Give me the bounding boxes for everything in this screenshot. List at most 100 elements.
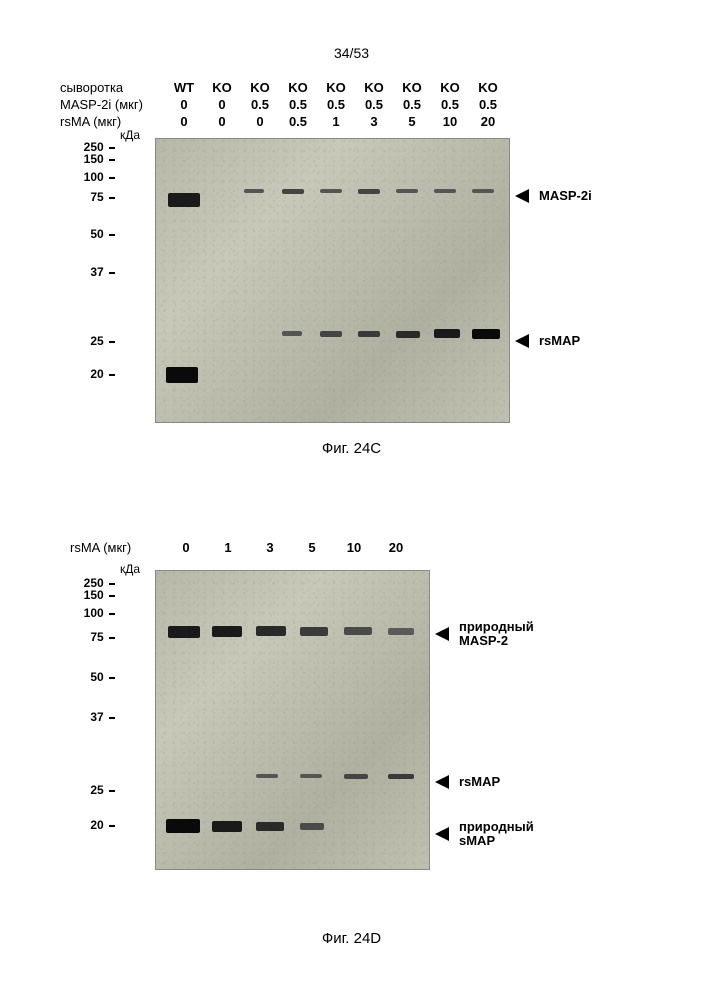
gel-band <box>344 627 372 635</box>
header-value: 0.5 <box>355 97 393 112</box>
gel-image-c <box>155 138 510 423</box>
header-value: 0 <box>165 97 203 112</box>
gel-band <box>320 331 342 337</box>
mw-marker: 150 <box>84 588 115 602</box>
gel-band <box>256 822 284 831</box>
band-arrow-label: rsMAP <box>435 775 500 789</box>
mw-marker: 50 <box>90 227 115 241</box>
gel-band <box>256 626 286 636</box>
header-value: 5 <box>291 540 333 555</box>
header-value: KO <box>393 80 431 95</box>
figure-24d-caption: Фиг. 24D <box>322 930 381 947</box>
gel-band <box>396 189 418 193</box>
header-value: 20 <box>375 540 417 555</box>
header-value: KO <box>203 80 241 95</box>
header-value: KO <box>279 80 317 95</box>
mw-marker: 20 <box>90 367 115 381</box>
header-value: KO <box>317 80 355 95</box>
panel-d-headers: rsMA (мкг)01351020 <box>70 540 417 555</box>
panel-c-headers: сывороткаWTKOKOKOKOKOKOKOKOMASP-2i (мкг)… <box>60 80 507 131</box>
gel-band <box>166 367 198 383</box>
gel-band <box>396 331 420 338</box>
mw-marker: 100 <box>84 170 115 184</box>
gel-band <box>300 774 322 778</box>
gel-band <box>358 189 380 194</box>
header-value: KO <box>355 80 393 95</box>
mw-marker: 75 <box>90 630 115 644</box>
gel-band <box>282 189 304 194</box>
mw-unit-c: кДа <box>120 128 140 142</box>
mw-marker: 150 <box>84 152 115 166</box>
gel-band <box>472 329 500 339</box>
header-label: сыворотка <box>60 80 165 95</box>
mw-marker: 20 <box>90 818 115 832</box>
header-value: 0.5 <box>279 114 317 129</box>
header-value: 0 <box>203 114 241 129</box>
band-arrow-label: природныйMASP-2 <box>435 620 534 649</box>
header-value: 0.5 <box>431 97 469 112</box>
header-value: 10 <box>333 540 375 555</box>
gel-band <box>166 819 200 833</box>
gel-band <box>256 774 278 778</box>
header-value: 0 <box>165 114 203 129</box>
header-value: 0 <box>241 114 279 129</box>
header-label: rsMA (мкг) <box>70 540 165 555</box>
gel-band <box>300 627 328 636</box>
gel-band <box>282 331 302 336</box>
header-row: rsMA (мкг)0000.51351020 <box>60 114 507 129</box>
arrow-left-icon <box>435 775 455 789</box>
arrow-left-icon <box>515 189 535 203</box>
gel-image-d <box>155 570 430 870</box>
mw-marker: 37 <box>90 265 115 279</box>
gel-band <box>344 774 368 779</box>
gel-band <box>212 821 242 832</box>
header-value: 10 <box>431 114 469 129</box>
mw-marker: 75 <box>90 190 115 204</box>
header-value: 0.5 <box>317 97 355 112</box>
header-value: 0 <box>203 97 241 112</box>
mw-marker: 25 <box>90 334 115 348</box>
band-arrow-label: природныйsMAP <box>435 820 534 849</box>
mw-marker: 50 <box>90 670 115 684</box>
header-value: 0.5 <box>393 97 431 112</box>
header-row: MASP-2i (мкг)000.50.50.50.50.50.50.5 <box>60 97 507 112</box>
band-arrow-label: MASP-2i <box>515 188 592 203</box>
header-value: KO <box>431 80 469 95</box>
header-label: rsMA (мкг) <box>60 114 165 129</box>
header-value: 5 <box>393 114 431 129</box>
page-number: 34/53 <box>334 45 369 61</box>
gel-container-c <box>155 138 510 423</box>
header-value: 20 <box>469 114 507 129</box>
gel-band <box>388 774 414 779</box>
header-value: WT <box>165 80 203 95</box>
header-row: rsMA (мкг)01351020 <box>70 540 417 555</box>
gel-band <box>434 189 456 193</box>
mw-marker: 100 <box>84 606 115 620</box>
gel-noise <box>156 139 509 422</box>
gel-band <box>358 331 380 337</box>
gel-band <box>320 189 342 193</box>
gel-band <box>388 628 414 635</box>
header-value: KO <box>469 80 507 95</box>
gel-band <box>300 823 324 830</box>
header-value: KO <box>241 80 279 95</box>
header-row: сывороткаWTKOKOKOKOKOKOKOKO <box>60 80 507 95</box>
arrow-left-icon <box>435 827 455 841</box>
header-value: 0 <box>165 540 207 555</box>
header-value: 1 <box>207 540 249 555</box>
header-value: 3 <box>355 114 393 129</box>
header-value: 3 <box>249 540 291 555</box>
band-arrow-label: rsMAP <box>515 333 580 348</box>
gel-band <box>472 189 494 193</box>
header-value: 0.5 <box>469 97 507 112</box>
gel-band <box>212 626 242 637</box>
header-value: 0.5 <box>279 97 317 112</box>
gel-band <box>168 193 200 207</box>
gel-band <box>434 329 460 338</box>
gel-container-d <box>155 570 430 870</box>
gel-band <box>168 626 200 638</box>
arrow-left-icon <box>435 627 455 641</box>
arrow-left-icon <box>515 334 535 348</box>
gel-band <box>244 189 264 193</box>
mw-unit-d: кДа <box>120 562 140 576</box>
